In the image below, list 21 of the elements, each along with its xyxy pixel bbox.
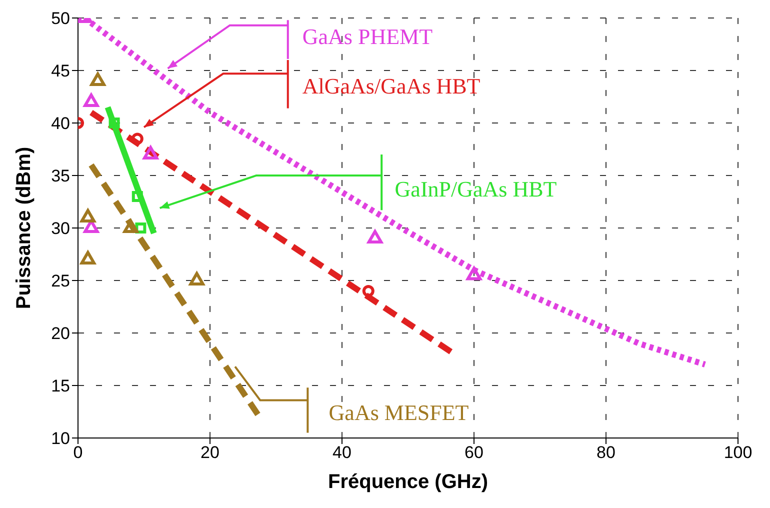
- legend-label: AlGaAs/GaAs HBT: [302, 73, 481, 98]
- y-tick-label: 35: [51, 166, 70, 186]
- text: GaInP/GaAs HBT: [394, 176, 558, 202]
- y-tick-label: 25: [51, 272, 70, 291]
- y-tick-label: 45: [51, 62, 70, 81]
- y-tick-label: 40: [51, 114, 70, 134]
- x-axis-title: Fréquence (GHz): [328, 471, 488, 493]
- x-tick-label: 100: [724, 443, 752, 462]
- y-tick-label: 50: [51, 9, 70, 28]
- y-tick-label: 10: [51, 429, 70, 448]
- x-tick-label: 20: [200, 443, 220, 462]
- x-tick-label: 60: [464, 443, 484, 462]
- legend-label: GaAs MESFET: [328, 400, 470, 425]
- y-tick-label: 30: [51, 219, 70, 238]
- y-axis-title: Puissance (dBm): [13, 146, 36, 310]
- x-tick-label: 40: [332, 443, 352, 462]
- y-tick-label: 20: [51, 324, 70, 344]
- x-tick-label: 80: [596, 443, 616, 462]
- legend-label: GaAs PHEMT: [302, 24, 434, 50]
- x-tick-label: 0: [73, 443, 83, 462]
- y-tick-label: 15: [51, 376, 70, 396]
